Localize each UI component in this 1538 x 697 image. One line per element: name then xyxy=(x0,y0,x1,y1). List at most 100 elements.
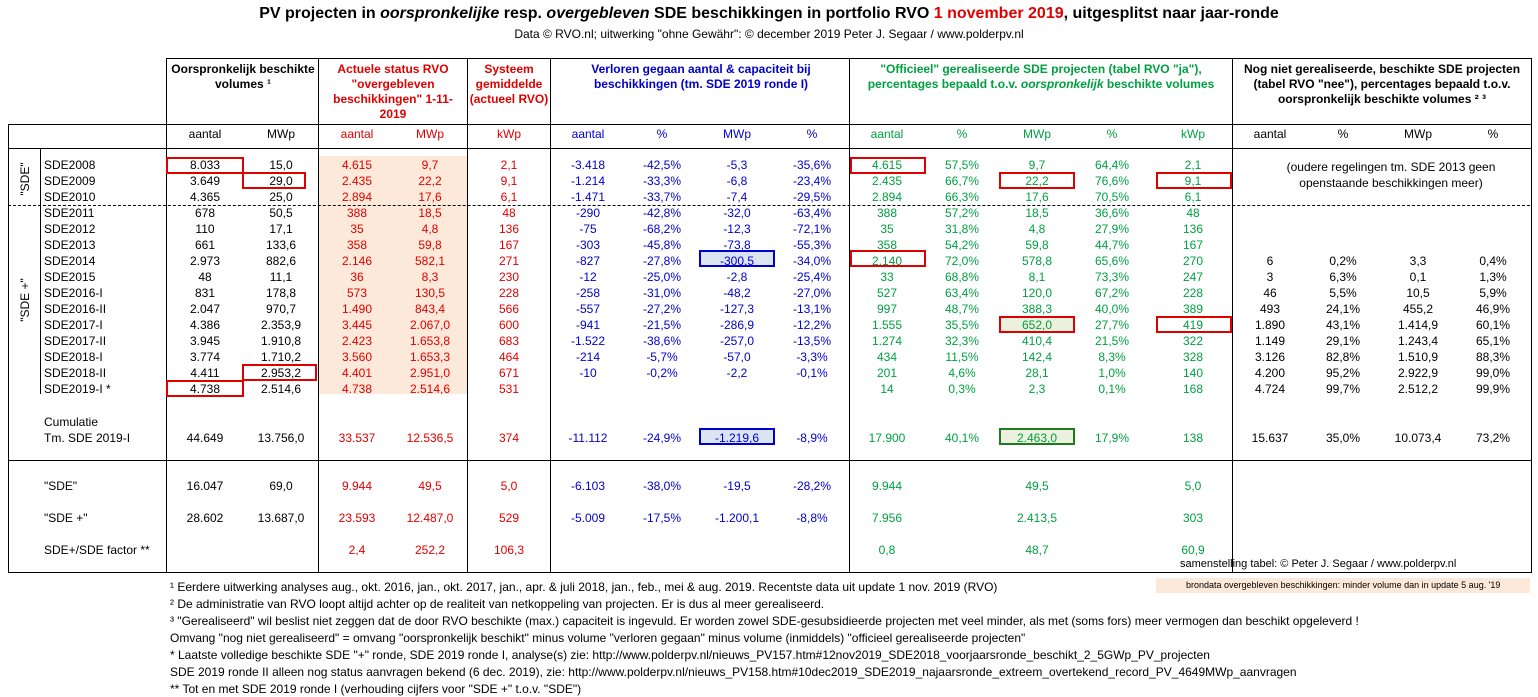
table-cell: 35,5% xyxy=(944,318,980,332)
table-cell: -48,2 xyxy=(723,286,751,300)
cumulatie-cell: 33.537 xyxy=(338,431,376,445)
row-label: SDE2014 xyxy=(44,254,96,268)
cumulatie-cell: 12.536,5 xyxy=(406,431,454,445)
table-cell: 65,6% xyxy=(1094,254,1130,268)
column-subheader: MWp xyxy=(723,127,751,141)
column-subheader: MWp xyxy=(1404,127,1432,141)
summary-cell: 69,0 xyxy=(269,479,293,493)
table-cell: 76,6% xyxy=(1094,174,1130,188)
table-cell: 2,1 xyxy=(500,158,518,172)
table-cell: 410,4 xyxy=(1021,334,1053,348)
column-subheader: kWp xyxy=(497,127,521,141)
table-cell: -127,3 xyxy=(719,302,755,316)
table-cell: 27,7% xyxy=(1094,318,1130,332)
table-cell: -25,0% xyxy=(642,270,682,284)
table-cell: -1.471 xyxy=(570,190,606,204)
table-cell: 14 xyxy=(880,382,894,396)
table-cell: 25,0 xyxy=(269,190,293,204)
table-cell: 88,3% xyxy=(1475,350,1511,364)
table-cell: 2.512,2 xyxy=(1397,382,1439,396)
table-cell: -3.418 xyxy=(570,158,606,172)
summary-cell: 49,5 xyxy=(418,479,442,493)
table-bottom-border xyxy=(8,572,1532,573)
table-cell: 48 xyxy=(1186,206,1200,220)
table-cell: -25,4% xyxy=(792,270,832,284)
table-cell: -13,1% xyxy=(792,302,832,316)
table-cell: -73,8 xyxy=(723,238,751,252)
table-cell: 29,0 xyxy=(269,174,293,188)
highlight-box xyxy=(699,428,775,445)
table-cell: -12,2% xyxy=(792,318,832,332)
summary-label: SDE+/SDE factor ** xyxy=(44,543,150,557)
row-label: SDE2017-I xyxy=(44,318,103,332)
table-cell: 167 xyxy=(498,238,520,252)
footnote: ² De administratie van RVO loopt altijd … xyxy=(170,597,825,611)
column-subheader: % xyxy=(656,127,668,141)
table-cell: -38,6% xyxy=(642,334,682,348)
highlight-box xyxy=(699,250,775,267)
table-cell: 2.894 xyxy=(871,190,903,204)
highlight-box xyxy=(242,172,306,189)
cumulatie-cell: 13.756,0 xyxy=(257,431,305,445)
table-cell: 59,8 xyxy=(1025,238,1049,252)
table-cell: 64,4% xyxy=(1094,158,1130,172)
table-cell: 6,1 xyxy=(1184,190,1202,204)
table-cell: 1.149 xyxy=(1254,334,1286,348)
table-cell: 63,4% xyxy=(944,286,980,300)
footnote: ³ "Gerealiseerd" wil beslist niet zeggen… xyxy=(170,614,1359,628)
table-cell: 4.200 xyxy=(1254,366,1286,380)
table-cell: 9,7 xyxy=(1028,158,1046,172)
summary-cell: 12.487,0 xyxy=(406,511,454,525)
table-cell: 2,3 xyxy=(1028,382,1046,396)
table-cell: -32,0 xyxy=(723,206,751,220)
cumulatie-cell: 15.637 xyxy=(1251,431,1289,445)
table-cell: 388 xyxy=(876,206,898,220)
table-cell: 4.386 xyxy=(189,318,221,332)
table-cell: -45,8% xyxy=(642,238,682,252)
table-cell: 652,0 xyxy=(1021,318,1053,332)
table-cell: 59,8 xyxy=(418,238,442,252)
row-label: SDE2019-I * xyxy=(44,382,111,396)
cumulatie-label: Tm. SDE 2019-I xyxy=(44,431,131,445)
table-cell: 5,9% xyxy=(1479,286,1507,300)
table-cell: 73,3% xyxy=(1094,270,1130,284)
table-cell: 46,9% xyxy=(1475,302,1511,316)
table-cell: 29,1% xyxy=(1325,334,1361,348)
table-cell: 40,0% xyxy=(1094,302,1130,316)
table-cell: 4,8 xyxy=(1028,222,1046,236)
table-cell: 18,5 xyxy=(418,206,442,220)
cumulatie-cell: -1.219,6 xyxy=(714,431,760,445)
table-cell: 1.414,9 xyxy=(1397,318,1439,332)
summary-cell: -17,5% xyxy=(642,511,682,525)
table-cell: -5,3 xyxy=(726,158,748,172)
table-cell: 6,3% xyxy=(1329,270,1357,284)
table-cell: 1.890 xyxy=(1254,318,1286,332)
summary-cell: 303 xyxy=(1182,511,1204,525)
cumulatie-cell: 44.649 xyxy=(186,431,224,445)
cumulatie-label: Cumulatie xyxy=(44,415,99,429)
summary-cell: 28.602 xyxy=(186,511,224,525)
summary-cell: -1.200,1 xyxy=(714,511,760,525)
table-cell: 60,1% xyxy=(1475,318,1511,332)
summary-cell: 5,0 xyxy=(1184,479,1202,493)
cumulatie-bottom-border xyxy=(8,460,1532,461)
table-cell: 2.894 xyxy=(341,190,373,204)
table-cell: -68,2% xyxy=(642,222,682,236)
footnote: ** Tot en met SDE 2019 ronde I (verhoudi… xyxy=(170,682,582,696)
table-cell: -42,8% xyxy=(642,206,682,220)
highlight-box xyxy=(166,380,244,397)
table-cell: 322 xyxy=(1182,334,1204,348)
header-nog: Nog niet gerealiseerde, beschikte SDE pr… xyxy=(1243,62,1521,106)
column-subheader: aantal xyxy=(340,127,374,141)
column-subheader: aantal xyxy=(188,127,222,141)
table-cell: 0,4% xyxy=(1479,254,1507,268)
table-cell: 3.560 xyxy=(341,350,373,364)
border-right xyxy=(1531,58,1532,573)
table-cell: 22,2 xyxy=(418,174,442,188)
table-cell: 1.910,8 xyxy=(260,334,302,348)
table-cell: -258 xyxy=(575,286,601,300)
summary-cell: 529 xyxy=(498,511,520,525)
cumulatie-cell: 73,2% xyxy=(1475,431,1511,445)
footnote: SDE 2019 ronde II alleen nog status aanv… xyxy=(170,665,1297,679)
row-label: SDE2008 xyxy=(44,158,96,172)
